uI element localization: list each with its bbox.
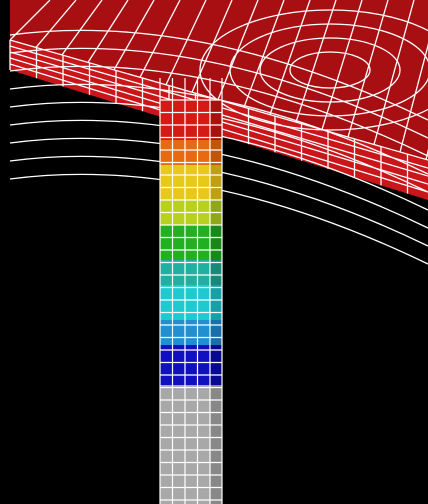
slab-top-line [269,0,311,115]
column-side-band [210,165,222,200]
slab-top-line [399,43,428,153]
slab-top-line [321,0,363,130]
slab-top-line [295,0,337,123]
column-side-band [210,100,222,140]
slab-top-line [35,0,77,48]
slab-top-line [113,0,155,71]
column [160,100,222,504]
column-side-band [210,140,222,165]
slab-top-line [61,0,103,56]
column-mesh [159,78,223,504]
slab-top-ring [229,23,428,117]
column-side-band [210,320,222,345]
slab-top-line [9,0,51,41]
slab-top-line [165,0,207,86]
column-side-band [210,345,222,385]
column-side-band [210,260,222,285]
slab-top-line [373,0,415,145]
slab-top-ring [289,51,371,89]
slab-top-line [9,29,428,121]
slab-top-line [87,0,129,63]
column-side-band [210,225,222,260]
slab-top-ring [259,37,401,103]
slab-top-line [191,0,233,93]
column-side-band [210,385,222,504]
column-side-band [210,285,222,320]
slab-top-ring [199,9,428,131]
slab-top-line [9,47,428,139]
slab-top-line [139,0,181,78]
